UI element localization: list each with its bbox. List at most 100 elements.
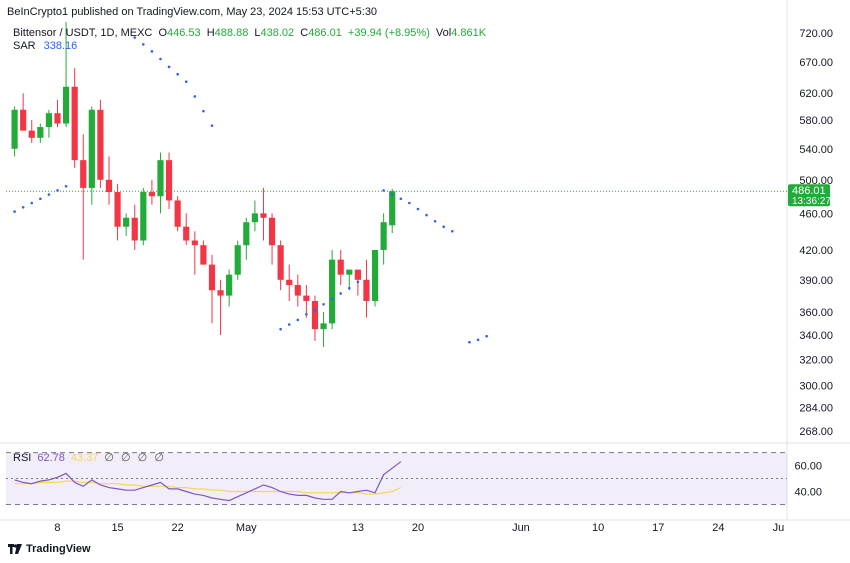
volume-value: 4.861K [451, 27, 487, 39]
candle-up [37, 123, 44, 143]
candle-down [286, 264, 293, 301]
candle-body [80, 160, 87, 188]
price-tick-label: 580.00 [799, 115, 833, 127]
candle-body [11, 109, 18, 149]
candle-body [20, 109, 27, 131]
open-value: 446.53 [167, 27, 201, 39]
candle-body [148, 192, 155, 197]
close-value: 486.01 [308, 27, 342, 39]
candle-down [131, 204, 138, 250]
candle-down [105, 156, 113, 205]
sar-legend[interactable]: SAR 338.16 [13, 40, 77, 52]
publish-line: BeInCrypto1 published on TradingView.com… [7, 6, 378, 18]
candle-down [114, 183, 121, 241]
candle-body [97, 109, 104, 180]
price-tick-label: 360.00 [799, 307, 833, 319]
sar-dot [442, 225, 446, 229]
candle-body [311, 300, 319, 330]
sar-dot [193, 95, 197, 98]
candle-body [226, 274, 233, 296]
candle-up [329, 249, 336, 330]
time-tick-label: 24 [712, 522, 724, 534]
candle-down [71, 68, 78, 168]
tradingview-footer[interactable]: TradingView [8, 543, 91, 555]
candle-up [11, 106, 18, 157]
candle-body [337, 259, 344, 275]
time-tick-label: 17 [652, 522, 664, 534]
price-tick-label: 420.00 [799, 245, 833, 257]
candle-up [123, 213, 130, 236]
candle-body [114, 192, 121, 227]
candle-down [20, 93, 27, 131]
rsi-lines [14, 461, 402, 502]
time-tick-label: 22 [172, 522, 184, 534]
candle-up [157, 152, 164, 214]
candle-down [363, 259, 370, 318]
candle-body [37, 127, 44, 138]
volume-label: Vol [435, 27, 452, 39]
time-tick-label: May [236, 522, 257, 534]
candle-up [62, 22, 70, 128]
candle-body [268, 217, 276, 246]
high-value: 488.88 [214, 27, 249, 39]
time-tick-label: Jun [512, 522, 530, 534]
sar-dot [13, 210, 16, 213]
candle-down [217, 279, 224, 336]
candle-down [268, 213, 276, 265]
candle-down [294, 274, 301, 307]
candle-down [260, 187, 267, 241]
rsi-tick-label: 40.00 [794, 487, 822, 499]
candle-body [303, 295, 310, 301]
sar-dot [159, 57, 162, 61]
candle-body [157, 160, 164, 197]
sar-dot [287, 323, 291, 326]
candle-up [88, 106, 95, 205]
close-label: C [300, 27, 309, 39]
rsi-value: 62.78 [37, 452, 65, 464]
candle-down [28, 120, 35, 143]
candle-down [97, 99, 104, 188]
time-tick-label: 15 [111, 522, 123, 534]
candle-up [380, 213, 387, 265]
candle-down [183, 213, 190, 246]
candle-body [105, 179, 113, 193]
candle-up [371, 249, 379, 307]
symbol-name[interactable]: Bittensor / USDT, 1D, MEXC [13, 27, 153, 39]
candle-body [286, 279, 293, 285]
candle-down [148, 179, 155, 205]
candle-body [174, 200, 181, 227]
candle-body [54, 113, 61, 124]
time-tick-label: 8 [54, 522, 60, 534]
price-tick-label: 540.00 [799, 144, 833, 156]
candle-body [28, 130, 35, 138]
candle-down [208, 254, 216, 324]
sar-dot [150, 50, 154, 53]
sar-dot [313, 308, 317, 312]
candle-body [354, 269, 361, 280]
rsi-ma-line [14, 480, 402, 495]
price-tick-label: 340.00 [799, 330, 833, 342]
candle-body [62, 86, 70, 124]
candle-body [329, 259, 336, 324]
sar-dot [184, 80, 188, 83]
sar-dot [210, 124, 214, 127]
candle-body [320, 323, 327, 330]
sar-dot [356, 280, 360, 284]
candle-down [311, 295, 319, 341]
candle-body [294, 284, 301, 296]
rsi-ma-value: 43.37 [70, 452, 99, 464]
rsi-legend[interactable]: RSI 62.78 43.37 ∅ ∅ ∅ ∅ [13, 451, 166, 464]
candle-down [165, 152, 173, 210]
sar-dot [322, 302, 325, 306]
candle-body [234, 245, 241, 275]
candle-up [389, 188, 396, 234]
time-tick-label: 13 [352, 522, 364, 534]
low-label: L [254, 27, 261, 39]
tradingview-brand: TradingView [26, 543, 91, 555]
price-badge-bg [788, 184, 830, 207]
rsi-pane [6, 452, 787, 506]
sar-dot [330, 297, 334, 301]
time-tick-label: 10 [592, 522, 604, 534]
